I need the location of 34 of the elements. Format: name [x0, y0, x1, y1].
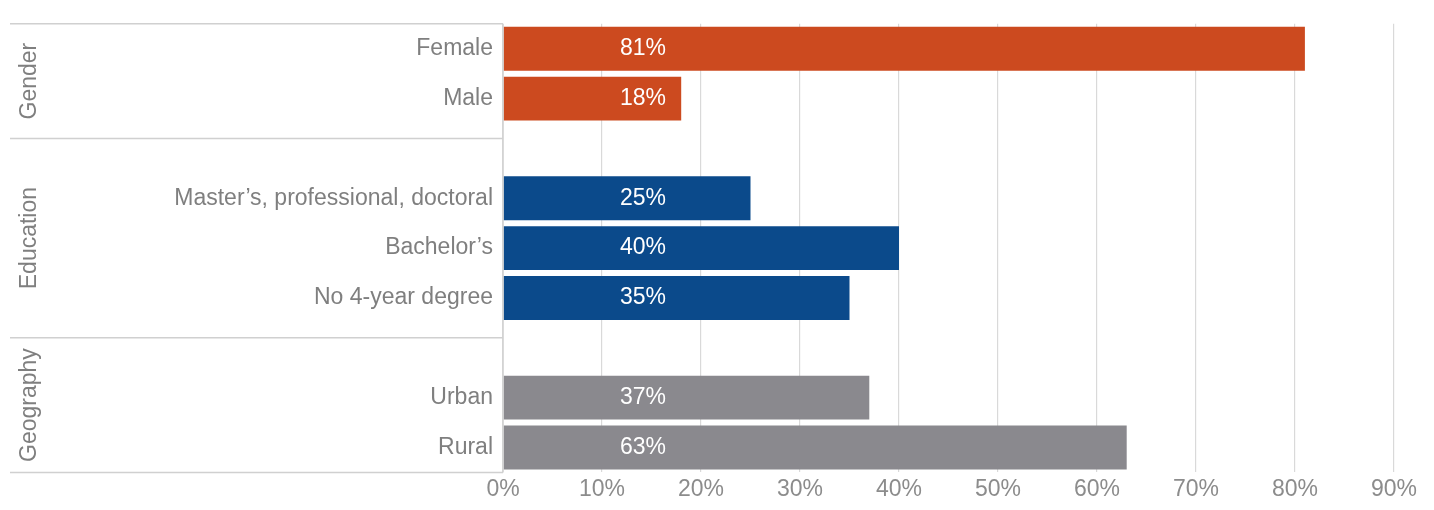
data-label: 18%	[619, 83, 667, 110]
text: Education	[15, 186, 42, 290]
y-tick-label: Urban	[430, 382, 493, 409]
x-tick-label: 50%	[974, 474, 1022, 501]
bar	[503, 226, 899, 271]
y-tick-label: Rural	[438, 432, 493, 459]
data-label: 37%	[619, 382, 667, 409]
data-label: 63%	[619, 432, 667, 459]
y-tick-label: Bachelor’s	[385, 233, 493, 260]
x-tick-label: 20%	[677, 474, 725, 501]
bar	[503, 176, 751, 221]
data-label: 40%	[619, 233, 667, 260]
x-tick-label: 10%	[578, 474, 626, 501]
y-tick-label: Female	[416, 34, 493, 61]
data-label: 81%	[619, 34, 667, 61]
y-tick-label: Male	[443, 83, 493, 110]
y-tick-label: Master’s, professional, doctoral	[174, 183, 493, 210]
x-tick-label: 70%	[1172, 474, 1220, 501]
x-tick-label: 90%	[1370, 474, 1418, 501]
x-tick-label: 30%	[776, 474, 824, 501]
x-tick-label: 0%	[486, 474, 520, 501]
bar	[503, 26, 1305, 71]
x-tick-label: 80%	[1271, 474, 1319, 501]
bar	[503, 76, 682, 121]
text: Geography	[15, 347, 42, 462]
text: Gender	[15, 42, 42, 120]
bar	[503, 375, 870, 420]
bar	[503, 276, 850, 320]
bar	[503, 425, 1127, 470]
data-label: 35%	[619, 283, 667, 310]
x-tick-label: 60%	[1073, 474, 1121, 501]
x-tick-label: 40%	[875, 474, 923, 501]
data-label: 25%	[619, 183, 667, 210]
y-tick-label: No 4-year degree	[314, 283, 493, 310]
